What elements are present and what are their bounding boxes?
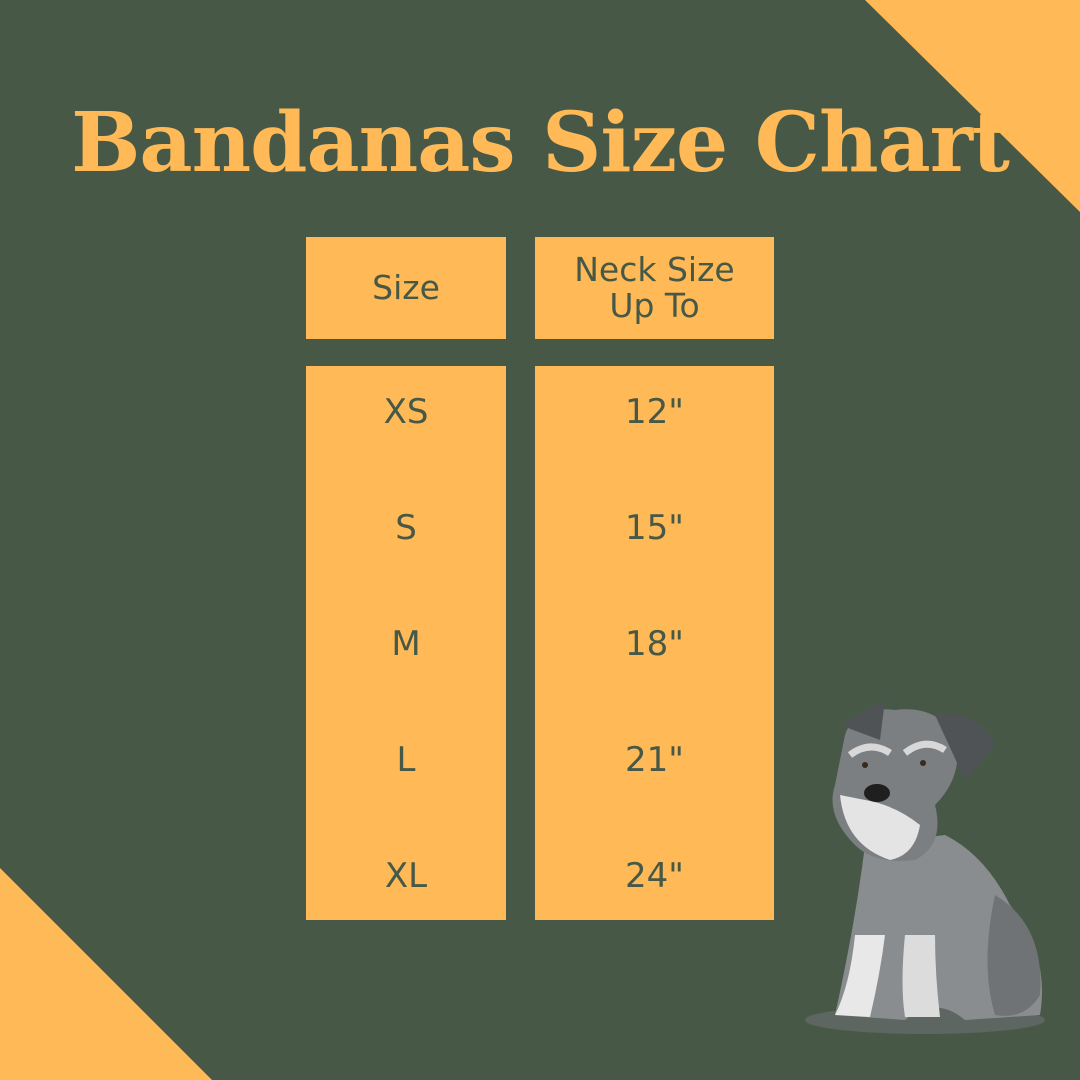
neck-xl: 24" bbox=[625, 856, 684, 896]
header-label: Size bbox=[372, 268, 440, 307]
schnauzer-dog-illustration bbox=[805, 700, 1045, 1034]
neck-m: 18" bbox=[625, 624, 684, 664]
corner-triangle-bottom-left bbox=[0, 868, 212, 1080]
header-neck-size: Neck Size Up To bbox=[535, 237, 774, 339]
page-title: Bandanas Size Chart bbox=[71, 95, 1010, 191]
neck-s: 15" bbox=[625, 508, 684, 548]
corner-triangle-top-right bbox=[865, 0, 1080, 212]
header-label: Neck Size Up To bbox=[574, 250, 735, 325]
size-m: M bbox=[391, 624, 421, 664]
size-column: XS S M L XL bbox=[306, 366, 506, 920]
size-xs: XS bbox=[383, 392, 429, 432]
size-s: S bbox=[395, 508, 417, 548]
size-xl: XL bbox=[384, 856, 428, 896]
header-size: Size bbox=[306, 237, 506, 339]
neck-xs: 12" bbox=[625, 392, 684, 432]
neck-l: 21" bbox=[625, 740, 684, 780]
size-l: L bbox=[396, 740, 416, 780]
neck-column: 12" 15" 18" 21" 24" bbox=[535, 366, 774, 920]
